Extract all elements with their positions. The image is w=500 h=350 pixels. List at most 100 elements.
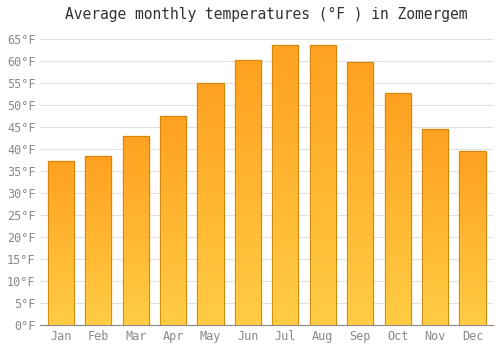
Bar <box>122 287 149 289</box>
Bar <box>422 160 448 162</box>
Bar <box>235 293 261 296</box>
Bar <box>160 139 186 141</box>
Bar <box>460 231 485 233</box>
Bar <box>347 112 374 115</box>
Bar <box>347 194 374 196</box>
Bar <box>384 276 410 279</box>
Bar <box>48 322 74 323</box>
Bar <box>460 268 485 270</box>
Bar <box>310 264 336 266</box>
Bar <box>310 216 336 218</box>
Bar <box>235 267 261 270</box>
Bar <box>122 189 149 191</box>
Bar <box>272 264 298 266</box>
Bar <box>384 314 410 316</box>
Bar <box>272 261 298 264</box>
Bar <box>235 227 261 230</box>
Bar <box>198 313 224 315</box>
Bar <box>460 285 485 287</box>
Bar <box>422 245 448 247</box>
Bar <box>310 286 336 289</box>
Bar <box>160 290 186 292</box>
Bar <box>272 250 298 252</box>
Bar <box>460 273 485 275</box>
Bar <box>198 177 224 180</box>
Bar <box>160 177 186 179</box>
Bar <box>384 307 410 309</box>
Bar <box>460 215 485 217</box>
Bar <box>160 273 186 275</box>
Bar <box>310 317 336 320</box>
Bar <box>198 199 224 202</box>
Bar <box>460 271 485 273</box>
Bar <box>160 141 186 143</box>
Bar <box>460 278 485 280</box>
Bar <box>460 229 485 231</box>
Bar <box>85 228 112 229</box>
Bar <box>460 156 485 158</box>
Bar <box>272 283 298 286</box>
Bar <box>384 190 410 193</box>
Bar <box>347 254 374 257</box>
Bar <box>310 314 336 317</box>
Bar <box>422 168 448 170</box>
Bar <box>347 107 374 110</box>
Bar <box>310 171 336 174</box>
Bar <box>460 301 485 302</box>
Bar <box>85 231 112 232</box>
Bar <box>347 62 374 325</box>
Bar <box>122 223 149 225</box>
Bar <box>347 70 374 73</box>
Bar <box>235 145 261 147</box>
Bar <box>272 213 298 216</box>
Bar <box>198 221 224 223</box>
Bar <box>272 219 298 222</box>
Bar <box>384 137 410 140</box>
Bar <box>122 268 149 270</box>
Bar <box>272 188 298 191</box>
Bar <box>122 210 149 211</box>
Bar <box>85 322 112 323</box>
Bar <box>310 165 336 168</box>
Bar <box>198 190 224 192</box>
Bar <box>347 249 374 252</box>
Bar <box>122 221 149 223</box>
Bar <box>460 175 485 177</box>
Bar <box>384 218 410 221</box>
Bar <box>85 226 112 228</box>
Bar <box>384 105 410 107</box>
Bar <box>422 239 448 241</box>
Bar <box>347 236 374 238</box>
Bar <box>347 62 374 325</box>
Bar <box>310 202 336 204</box>
Bar <box>85 189 112 190</box>
Bar <box>422 202 448 203</box>
Bar <box>310 244 336 247</box>
Bar <box>272 46 298 325</box>
Bar <box>384 167 410 170</box>
Bar <box>235 129 261 131</box>
Bar <box>310 182 336 185</box>
Bar <box>85 243 112 244</box>
Bar <box>235 110 261 113</box>
Bar <box>235 275 261 278</box>
Bar <box>460 217 485 219</box>
Bar <box>384 267 410 270</box>
Bar <box>122 170 149 172</box>
Bar <box>122 250 149 251</box>
Bar <box>460 290 485 292</box>
Bar <box>85 275 112 276</box>
Bar <box>347 181 374 183</box>
Bar <box>198 194 224 197</box>
Bar <box>198 134 224 136</box>
Bar <box>272 227 298 230</box>
Bar <box>460 178 485 180</box>
Bar <box>272 107 298 110</box>
Bar <box>272 132 298 135</box>
Bar <box>48 260 74 261</box>
Bar <box>422 199 448 202</box>
Bar <box>384 119 410 121</box>
Bar <box>85 280 112 281</box>
Bar <box>48 201 74 202</box>
Bar <box>310 261 336 264</box>
